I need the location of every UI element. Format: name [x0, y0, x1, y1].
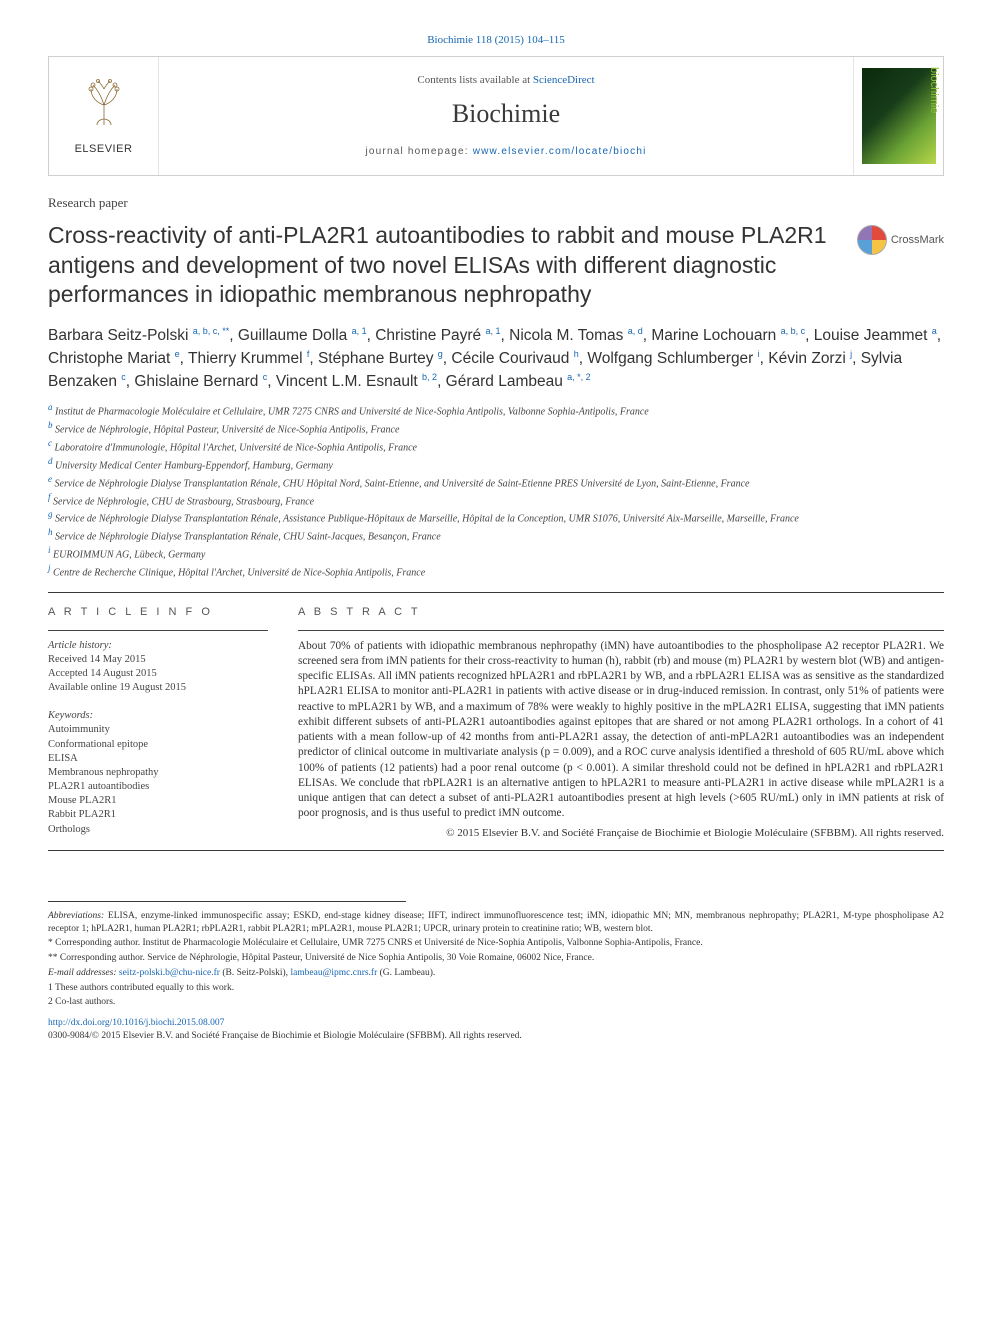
- crossmark-label: CrossMark: [891, 233, 944, 248]
- affiliation-line: d University Medical Center Hamburg-Eppe…: [48, 455, 944, 473]
- keyword: Autoimmunity: [48, 723, 268, 737]
- affiliation-line: g Service de Néphrologie Dialyse Transpl…: [48, 508, 944, 526]
- keyword: Orthologs: [48, 823, 268, 837]
- journal-header-center: Contents lists available at ScienceDirec…: [159, 67, 853, 164]
- history-line: Accepted 14 August 2015: [48, 667, 268, 681]
- info-abstract-row: A R T I C L E I N F O Article history: R…: [48, 605, 944, 841]
- history-line: Received 14 May 2015: [48, 653, 268, 667]
- article-info-column: A R T I C L E I N F O Article history: R…: [48, 605, 268, 841]
- keywords-label: Keywords:: [48, 709, 268, 723]
- email-addresses: E-mail addresses: seitz-polski.b@chu-nic…: [48, 967, 944, 980]
- article-history-label: Article history:: [48, 639, 268, 653]
- email-link-1[interactable]: seitz-polski.b@chu-nice.fr: [119, 968, 220, 978]
- elsevier-tree-icon: [77, 75, 131, 142]
- keyword: Conformational epitope: [48, 738, 268, 752]
- email-who-2: (G. Lambeau).: [377, 968, 435, 978]
- affiliation-line: a Institut de Pharmacologie Moléculaire …: [48, 401, 944, 419]
- author-note-1: 1 These authors contributed equally to t…: [48, 982, 944, 995]
- top-citation: Biochimie 118 (2015) 104–115: [48, 30, 944, 48]
- issn-copyright: 0300-9084/© 2015 Elsevier B.V. and Socié…: [48, 1030, 944, 1043]
- abstract-column: A B S T R A C T About 70% of patients wi…: [298, 605, 944, 841]
- top-citation-link[interactable]: Biochimie 118 (2015) 104–115: [427, 34, 565, 46]
- email-who-1: (B. Seitz-Polski),: [220, 968, 290, 978]
- abbreviations-block: Abbreviations: ELISA, enzyme-linked immu…: [48, 910, 944, 935]
- divider-bottom: [48, 850, 944, 851]
- divider-top: [48, 592, 944, 593]
- history-line: Available online 19 August 2015: [48, 681, 268, 695]
- abstract-body: About 70% of patients with idiopathic me…: [298, 639, 944, 822]
- abbrev-text: ELISA, enzyme-linked immunospecific assa…: [48, 911, 944, 933]
- paper-title: Cross-reactivity of anti-PLA2R1 autoanti…: [48, 221, 843, 309]
- affiliation-line: b Service de Néphrologie, Hôpital Pasteu…: [48, 419, 944, 437]
- email-label: E-mail addresses:: [48, 968, 119, 978]
- article-info-rule: [48, 630, 268, 631]
- keywords-block: Keywords: Autoimmunity Conformational ep…: [48, 709, 268, 837]
- corresponding-author-2: ** Corresponding author. Service de Néph…: [48, 952, 944, 965]
- abstract-rule: [298, 630, 944, 631]
- abbrev-label: Abbreviations:: [48, 911, 104, 921]
- keyword: Membranous nephropathy: [48, 766, 268, 780]
- keyword: PLA2R1 autoantibodies: [48, 780, 268, 794]
- abstract-heading: A B S T R A C T: [298, 605, 944, 620]
- authors-list: Barbara Seitz-Polski a, b, c, **, Guilla…: [48, 324, 944, 394]
- elsevier-wordmark: ELSEVIER: [75, 142, 133, 157]
- keyword: Mouse PLA2R1: [48, 794, 268, 808]
- journal-home-prefix: journal homepage:: [365, 146, 472, 157]
- journal-home-link[interactable]: www.elsevier.com/locate/biochi: [473, 146, 647, 157]
- sciencedirect-link[interactable]: ScienceDirect: [533, 74, 595, 86]
- cover-art: [862, 68, 936, 164]
- crossmark-icon: [857, 225, 887, 255]
- journal-header-box: ELSEVIER Contents lists available at Sci…: [48, 56, 944, 176]
- affiliation-line: f Service de Néphrologie, CHU de Strasbo…: [48, 491, 944, 509]
- contents-prefix: Contents lists available at: [417, 74, 532, 86]
- abstract-copyright: © 2015 Elsevier B.V. and Société Françai…: [298, 826, 944, 841]
- paper-type: Research paper: [48, 194, 944, 212]
- journal-homepage-line: journal homepage: www.elsevier.com/locat…: [169, 145, 843, 159]
- affiliations-list: a Institut de Pharmacologie Moléculaire …: [48, 401, 944, 579]
- affiliation-line: h Service de Néphrologie Dialyse Transpl…: [48, 526, 944, 544]
- journal-cover-thumb[interactable]: biochimie: [853, 57, 943, 175]
- affiliation-line: i EUROIMMUN AG, Lübeck, Germany: [48, 544, 944, 562]
- affiliation-line: e Service de Néphrologie Dialyse Transpl…: [48, 473, 944, 491]
- article-history: Article history: Received 14 May 2015 Ac…: [48, 639, 268, 696]
- doi-link[interactable]: http://dx.doi.org/10.1016/j.biochi.2015.…: [48, 1018, 224, 1028]
- doi-line: http://dx.doi.org/10.1016/j.biochi.2015.…: [48, 1017, 944, 1030]
- author-note-2: 2 Co-last authors.: [48, 996, 944, 1009]
- contents-lists-line: Contents lists available at ScienceDirec…: [169, 73, 843, 88]
- elsevier-logo[interactable]: ELSEVIER: [49, 57, 159, 175]
- keyword: Rabbit PLA2R1: [48, 808, 268, 822]
- footnote-rule: [48, 901, 406, 902]
- journal-title: Biochimie: [169, 96, 843, 131]
- corresponding-author-1: * Corresponding author. Institut de Phar…: [48, 937, 944, 950]
- title-row: Cross-reactivity of anti-PLA2R1 autoanti…: [48, 221, 944, 309]
- affiliation-line: c Laboratoire d'Immunologie, Hôpital l'A…: [48, 437, 944, 455]
- cover-side-label: biochimie: [926, 67, 941, 113]
- article-info-heading: A R T I C L E I N F O: [48, 605, 268, 620]
- affiliation-line: j Centre de Recherche Clinique, Hôpital …: [48, 562, 944, 580]
- crossmark-badge[interactable]: CrossMark: [857, 225, 944, 255]
- keyword: ELISA: [48, 752, 268, 766]
- email-link-2[interactable]: lambeau@ipmc.cnrs.fr: [290, 968, 377, 978]
